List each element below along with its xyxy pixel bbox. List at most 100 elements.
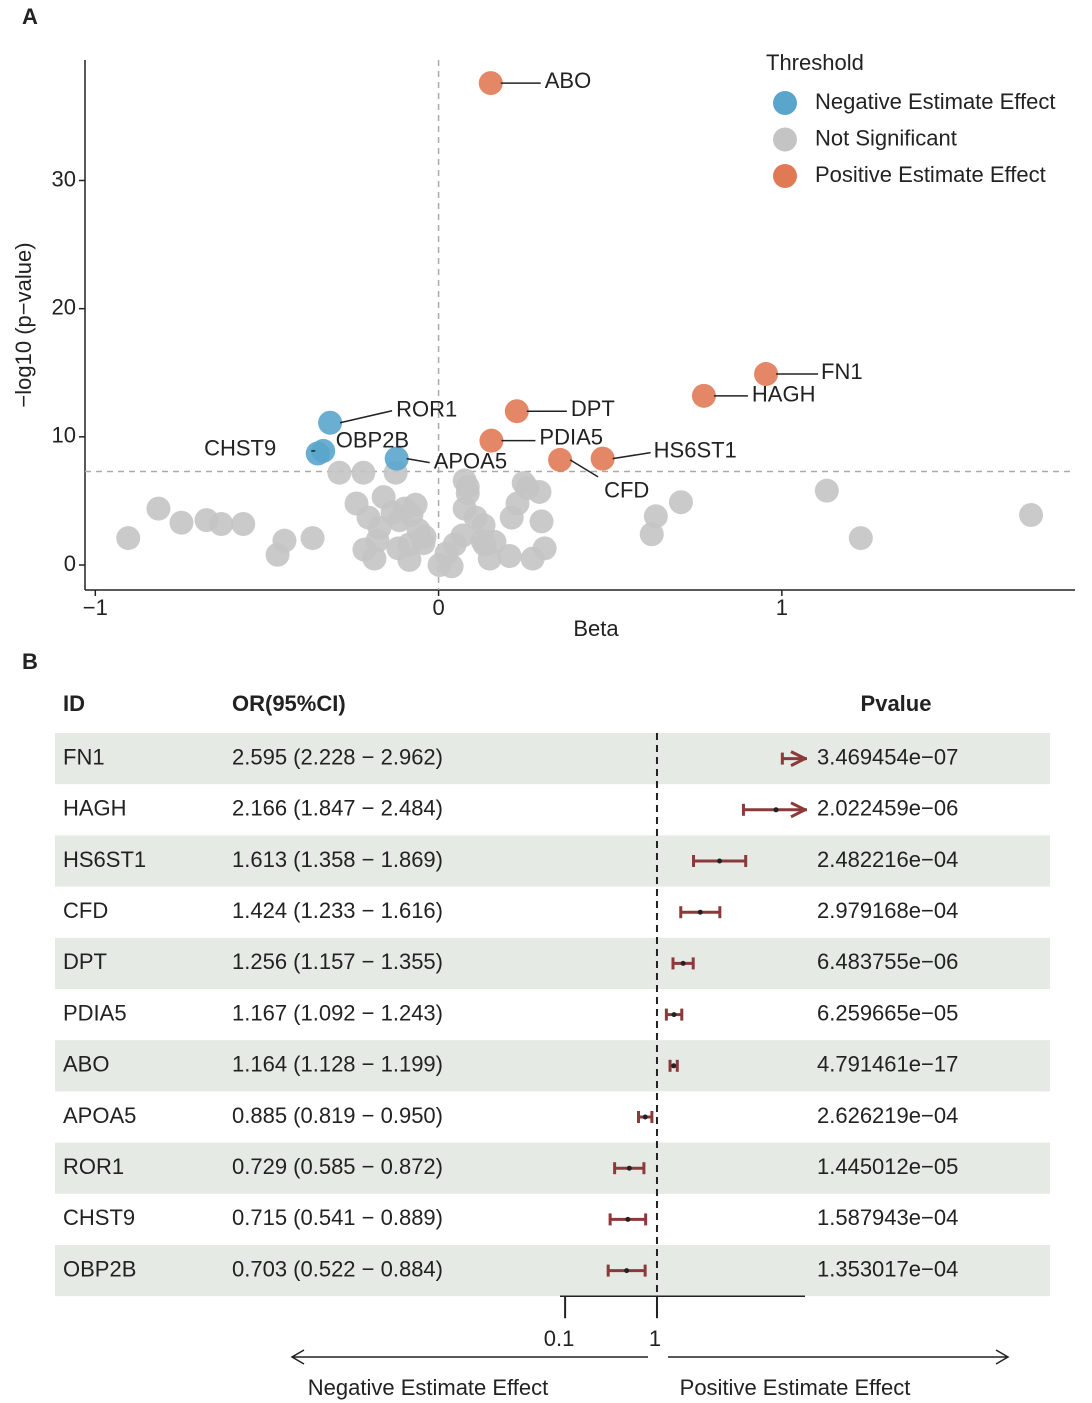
point (116, 526, 141, 551)
y-axis-title: −log10 (p−value) (11, 242, 36, 407)
row-pvalue: 6.483755e−06 (817, 949, 958, 974)
row-id: CFD (63, 898, 108, 923)
legend-title: Threshold (766, 50, 864, 75)
point-label: FN1 (821, 359, 863, 384)
point-label: DPT (571, 396, 615, 421)
point (754, 362, 779, 387)
leader-line (339, 410, 393, 424)
y-tick-label: 0 (64, 551, 76, 576)
x-tick-label: 1 (776, 595, 788, 620)
point (532, 536, 557, 561)
y-tick-label: 20 (52, 294, 76, 319)
legend-label: Negative Estimate Effect (815, 89, 1056, 114)
point-label: ROR1 (396, 397, 457, 422)
point-label: HS6ST1 (654, 437, 737, 462)
row-shading (55, 1040, 1050, 1092)
x-tick-label: 0.1 (544, 1326, 575, 1351)
point-label: HAGH (752, 382, 816, 407)
x-axis-title: Beta (573, 616, 619, 641)
point-label: APOA5 (434, 448, 507, 473)
row-or-ci: 1.256 (1.157 − 1.355) (232, 949, 443, 974)
point-label: OBP2B (336, 427, 409, 452)
row-pvalue: 2.022459e−06 (817, 796, 958, 821)
row-pvalue: 2.482216e−04 (817, 847, 958, 872)
point (814, 478, 839, 503)
legend-swatch (773, 127, 797, 152)
point (384, 446, 409, 471)
row-or-ci: 1.164 (1.128 − 1.199) (232, 1052, 443, 1077)
y-tick-label: 30 (52, 166, 76, 191)
row-id: DPT (63, 949, 107, 974)
column-header: ID (63, 691, 85, 716)
point-label: PDIA5 (539, 424, 603, 449)
x-tick-label: 1 (649, 1326, 661, 1351)
point (590, 446, 615, 471)
row-pvalue: 4.791461e−17 (817, 1052, 958, 1077)
point (318, 410, 343, 435)
point-label: CHST9 (204, 436, 276, 461)
panel-label: A (22, 4, 38, 29)
row-or-ci: 0.885 (0.819 − 0.950) (232, 1103, 443, 1128)
row-or-ci: 1.424 (1.233 − 1.616) (232, 898, 443, 923)
row-id: CHST9 (63, 1205, 135, 1230)
column-header: Pvalue (861, 691, 932, 716)
point (362, 546, 387, 571)
point (300, 526, 325, 551)
point (504, 399, 529, 424)
row-shading (55, 733, 1050, 785)
row-or-ci: 0.703 (0.522 − 0.884) (232, 1256, 443, 1281)
or-point (773, 807, 779, 813)
legend-swatch (773, 91, 797, 115)
ci-arrow (790, 801, 807, 819)
point (327, 460, 352, 485)
point (643, 504, 668, 529)
row-shading (55, 937, 1050, 989)
row-or-ci: 0.715 (0.541 − 0.889) (232, 1205, 443, 1230)
row-or-ci: 1.613 (1.358 − 1.869) (232, 847, 443, 872)
point (412, 524, 437, 549)
point (548, 447, 573, 472)
y-tick-label: 10 (52, 423, 76, 448)
row-pvalue: 2.626219e−04 (817, 1103, 958, 1128)
point (209, 511, 234, 536)
direction-arrow (290, 1349, 648, 1365)
or-point (626, 1165, 632, 1171)
direction-label: Negative Estimate Effect (308, 1375, 549, 1400)
or-point (671, 1063, 677, 1069)
ci-group (606, 750, 807, 1277)
row-id: ROR1 (63, 1154, 124, 1179)
legend-label: Not Significant (815, 125, 957, 150)
x-tick-label: −1 (83, 595, 108, 620)
direction-label: Positive Estimate Effect (680, 1375, 911, 1400)
column-header: OR(95%CI) (232, 691, 346, 716)
row-id: OBP2B (63, 1256, 136, 1281)
row-or-ci: 2.595 (2.228 − 2.962) (232, 744, 443, 769)
point (169, 510, 194, 535)
row-pvalue: 1.353017e−04 (817, 1256, 958, 1281)
row-id: APOA5 (63, 1103, 136, 1128)
point (272, 528, 297, 553)
panel-label: B (22, 649, 38, 674)
or-point (697, 909, 703, 915)
direction-arrow (668, 1349, 1010, 1365)
row-shading (55, 1142, 1050, 1194)
point (231, 511, 256, 536)
row-or-ci: 1.167 (1.092 − 1.243) (232, 1000, 443, 1025)
or-point (671, 1012, 677, 1018)
point-label: CFD (604, 478, 649, 503)
point (386, 536, 411, 561)
point (527, 479, 552, 504)
ci-arrow (790, 750, 807, 767)
leader-line (406, 457, 430, 464)
legend-swatch (773, 164, 797, 188)
or-point (717, 858, 723, 864)
point (450, 523, 475, 548)
or-point (680, 960, 686, 966)
point (479, 428, 504, 453)
point (529, 509, 554, 534)
row-shading (55, 1245, 1050, 1297)
row-pvalue: 1.445012e−05 (817, 1154, 958, 1179)
row-id: ABO (63, 1052, 109, 1077)
point (1019, 503, 1044, 528)
